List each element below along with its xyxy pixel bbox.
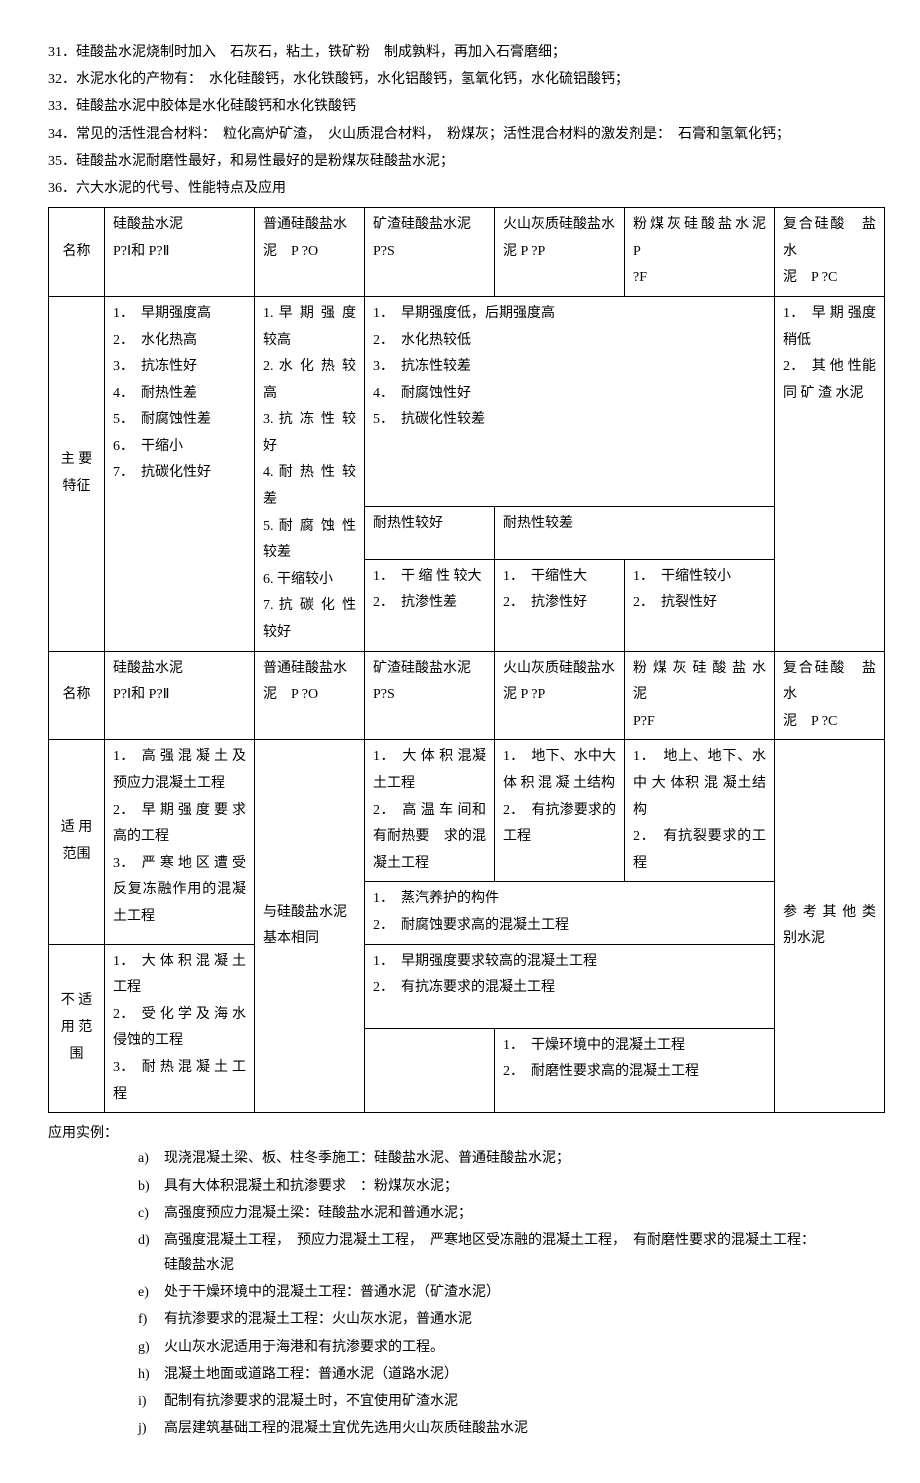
row-label: 名称 — [49, 208, 105, 297]
cell: 普通硅酸盐水泥 P ?O — [255, 208, 365, 297]
list-item: 32．水泥水化的产物有： 水化硅酸钙，水化铁酸钙，水化铝酸钙，氢氧化钙，水化硫铝… — [48, 67, 872, 92]
list-item: 36．六大水泥的代号、性能特点及应用 — [48, 176, 872, 201]
cell: 1． 干燥环境中的混凝土工程 2． 耐磨性要求高的混凝土工程 — [495, 1028, 775, 1112]
item-number: 31． — [48, 40, 76, 65]
table-row: 主 要 特征 1． 早期强度高 2． 水化热高 3． 抗冻性好 4． 耐热性差 … — [49, 296, 885, 506]
list-item: f)有抗渗要求的混凝土工程：火山灰水泥，普通水泥 — [138, 1307, 872, 1332]
cell — [365, 1028, 495, 1112]
item-text: 六大水泥的代号、性能特点及应用 — [76, 181, 286, 196]
item-text: 硅酸盐水泥中胶体是水化硅酸钙和水化铁酸钙 — [76, 99, 356, 114]
item-number: 32． — [48, 67, 76, 92]
list-item: 33．硅酸盐水泥中胶体是水化硅酸钙和水化铁酸钙 — [48, 94, 872, 119]
cell: 1． 大 体 积 混 凝 土工程 2． 受 化 学 及 海 水侵蚀的工程 3． … — [105, 944, 255, 1113]
cell: 1． 干缩性大 2． 抗渗性好 — [495, 559, 625, 651]
list-item: e)处于干燥环境中的混凝土工程：普通水泥（矿渣水泥） — [138, 1280, 872, 1305]
cell: 1． 早 期 强度稍低 2． 其 他 性能 同 矿 渣 水泥 — [775, 296, 885, 651]
cell: 普通硅酸盐水泥 P ?O — [255, 651, 365, 740]
list-item: b)具有大体积混凝土和抗渗要求 ：粉煤灰水泥； — [138, 1174, 872, 1199]
cell: 1． 早期强度低，后期强度高 2． 水化热较低 3． 抗冻性较差 4． 耐腐蚀性… — [365, 296, 775, 506]
item-text: 常见的活性混合材料： 粒化高炉矿渣， 火山质混合材料， 粉煤灰；活性混合材料的激… — [76, 127, 790, 142]
cell: 耐热性较好 — [365, 506, 495, 559]
cell: 1． 高 强 混 凝 土 及预应力混凝土工程 2． 早 期 强 度 要 求高的工… — [105, 740, 255, 944]
cell: 参 考 其 他 类别水泥 — [775, 740, 885, 1113]
item-text: 水泥水化的产物有： 水化硅酸钙，水化铁酸钙，水化铝酸钙，氢氧化钙，水化硫铝酸钙； — [76, 72, 629, 87]
list-item: a)现浇混凝土梁、板、柱冬季施工：硅酸盐水泥、普通硅酸盐水泥； — [138, 1146, 872, 1171]
cell: 粉 煤 灰 硅 酸 盐 水 泥P?F — [625, 651, 775, 740]
row-label: 适 用 范围 — [49, 740, 105, 944]
list-item: 35．硅酸盐水泥耐磨性最好，和易性最好的是粉煤灰硅酸盐水泥； — [48, 149, 872, 174]
item-text: 硅酸盐水泥耐磨性最好，和易性最好的是粉煤灰硅酸盐水泥； — [76, 154, 454, 169]
table-row: 不 适 用 范 围 1． 大 体 积 混 凝 土工程 2． 受 化 学 及 海 … — [49, 944, 885, 1028]
cell: 耐热性较差 — [495, 506, 775, 559]
row-label: 主 要 特征 — [49, 296, 105, 651]
table-row: 名称 硅酸盐水泥P?Ⅰ和 P?Ⅱ 普通硅酸盐水泥 P ?O 矿渣硅酸盐水泥P?S… — [49, 651, 885, 740]
cell: 1． 干 缩 性 较大 2． 抗渗性差 — [365, 559, 495, 651]
cell: 1． 早期强度高 2． 水化热高 3． 抗冻性好 4． 耐热性差 5． 耐腐蚀性… — [105, 296, 255, 651]
cell: 1． 蒸汽养护的构件 2． 耐腐蚀要求高的混凝土工程 — [365, 882, 775, 944]
cell: 1． 干缩性较小 2． 抗裂性好 — [625, 559, 775, 651]
cell: 矿渣硅酸盐水泥P?S — [365, 208, 495, 297]
cell: 1． 大 体 积 混凝土工程 2． 高 温 车 间和 有耐热要 求的混凝土工程 — [365, 740, 495, 882]
item-number: 35． — [48, 149, 76, 174]
list-item: c)高强度预应力混凝土梁：硅酸盐水泥和普通水泥； — [138, 1201, 872, 1226]
row-label: 名称 — [49, 651, 105, 740]
list-item: h)混凝土地面或道路工程：普通水泥（道路水泥） — [138, 1362, 872, 1387]
cell: 硅酸盐水泥P?Ⅰ和 P?Ⅱ — [105, 208, 255, 297]
cell: 1． 地下、水中大 体 积 混 凝 土结构 2． 有抗渗要求的工程 — [495, 740, 625, 882]
item-text: 硅酸盐水泥烧制时加入 石灰石，粘土，铁矿粉 制成孰料，再加入石膏磨细； — [76, 45, 566, 60]
cell: 硅酸盐水泥P?Ⅰ和 P?Ⅱ — [105, 651, 255, 740]
cell: 矿渣硅酸盐水泥P?S — [365, 651, 495, 740]
list-item: j)高层建筑基础工程的混凝土宜优先选用火山灰质硅酸盐水泥 — [138, 1416, 872, 1441]
numbered-list: 31．硅酸盐水泥烧制时加入 石灰石，粘土，铁矿粉 制成孰料，再加入石膏磨细； 3… — [48, 40, 872, 201]
table-row: 适 用 范围 1． 高 强 混 凝 土 及预应力混凝土工程 2． 早 期 强 度… — [49, 740, 885, 882]
cell: 1． 地上、地下、水 中 大 体积 混 凝土结构 2． 有抗裂要求的工程 — [625, 740, 775, 882]
cell: 1. 早 期 强 度较高 2. 水 化 热 较高 3. 抗 冻 性 较好 4. … — [255, 296, 365, 651]
letter-list: a)现浇混凝土梁、板、柱冬季施工：硅酸盐水泥、普通硅酸盐水泥； b)具有大体积混… — [138, 1146, 872, 1441]
row-label: 不 适 用 范 围 — [49, 944, 105, 1113]
cell: 火山灰质硅酸盐水泥 P ?P — [495, 651, 625, 740]
item-number: 34． — [48, 122, 76, 147]
item-number: 36． — [48, 176, 76, 201]
item-number: 33． — [48, 94, 76, 119]
list-item: 34．常见的活性混合材料： 粒化高炉矿渣， 火山质混合材料， 粉煤灰；活性混合材… — [48, 122, 872, 147]
cell: 火山灰质硅酸盐水泥 P ?P — [495, 208, 625, 297]
cell: 与硅酸盐水泥基本相同 — [255, 740, 365, 1113]
list-item: i)配制有抗渗要求的混凝土时，不宜使用矿渣水泥 — [138, 1389, 872, 1414]
cell: 复合硅酸 盐水泥 P ?C — [775, 651, 885, 740]
list-item: 31．硅酸盐水泥烧制时加入 石灰石，粘土，铁矿粉 制成孰料，再加入石膏磨细； — [48, 40, 872, 65]
table-row: 名称 硅酸盐水泥P?Ⅰ和 P?Ⅱ 普通硅酸盐水泥 P ?O 矿渣硅酸盐水泥P?S… — [49, 208, 885, 297]
cell: 粉煤灰硅酸盐水泥 P?F — [625, 208, 775, 297]
list-item: g)火山灰水泥适用于海港和有抗渗要求的工程。 — [138, 1335, 872, 1360]
list-item: d)高强度混凝土工程， 预应力混凝土工程， 严寒地区受冻融的混凝土工程， 有耐磨… — [138, 1228, 872, 1278]
cement-table: 名称 硅酸盐水泥P?Ⅰ和 P?Ⅱ 普通硅酸盐水泥 P ?O 矿渣硅酸盐水泥P?S… — [48, 207, 885, 1113]
cell: 复合硅酸 盐水泥 P ?C — [775, 208, 885, 297]
cell: 1． 早期强度要求较高的混凝土工程 2． 有抗冻要求的混凝土工程 — [365, 944, 775, 1028]
examples-label: 应用实例： — [48, 1121, 872, 1146]
